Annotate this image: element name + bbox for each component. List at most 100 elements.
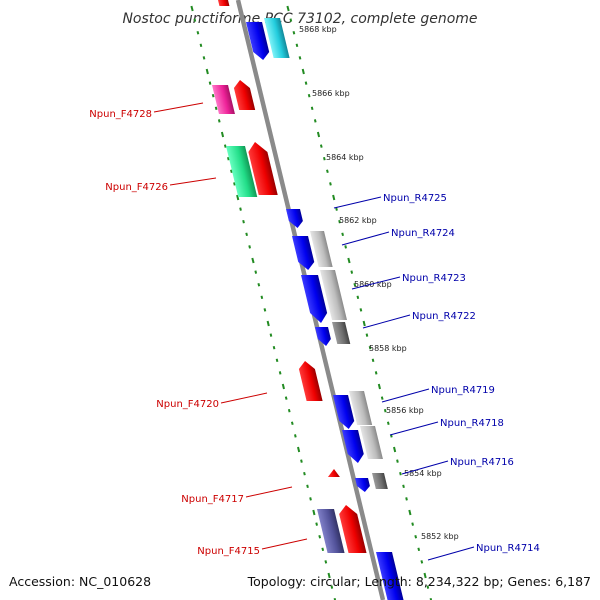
- forward-feature-top[interactable]: [218, 0, 230, 6]
- gene-label-reverse[interactable]: Npun_R4719: [431, 385, 495, 396]
- gene-label-reverse[interactable]: Npun_R4716: [450, 457, 514, 468]
- tick-mark: [251, 257, 255, 264]
- tick-mark: [190, 5, 194, 12]
- tick-mark: [329, 182, 332, 186]
- tick-mark: [377, 383, 381, 390]
- tick-mark: [300, 459, 303, 463]
- tick-mark: [272, 345, 276, 350]
- tick-mark: [306, 484, 309, 489]
- tick-mark: [248, 245, 251, 249]
- forward-feature[interactable]: [297, 361, 323, 401]
- reverse-feature[interactable]: [315, 327, 333, 346]
- tick-mark: [202, 56, 206, 60]
- reverse-feature[interactable]: [355, 478, 371, 492]
- gene-label-forward[interactable]: Npun_F4728: [89, 109, 152, 120]
- tick-mark: [380, 396, 384, 400]
- forward-feature[interactable]: [212, 85, 235, 114]
- tick-mark: [402, 484, 405, 489]
- kbp-marker: 5864 kbp: [326, 153, 364, 162]
- tick-mark: [260, 295, 264, 300]
- kbp-marker: 5856 kbp: [386, 406, 424, 415]
- tick-mark: [321, 547, 325, 552]
- reverse-feature[interactable]: [310, 231, 333, 267]
- reverse-feature[interactable]: [292, 236, 316, 270]
- tick-mark: [359, 308, 363, 312]
- reverse-feature[interactable]: [286, 209, 305, 228]
- gene-label-reverse[interactable]: Npun_R4724: [391, 228, 455, 239]
- tick-mark: [208, 81, 212, 85]
- gene-label-forward[interactable]: Npun_F4720: [156, 399, 219, 410]
- tick-mark: [266, 320, 270, 327]
- tick-mark: [269, 333, 273, 337]
- tick-mark: [257, 282, 261, 287]
- kbp-marker: 5866 kbp: [312, 89, 350, 98]
- reverse-feature[interactable]: [246, 22, 271, 60]
- tick-mark: [365, 333, 369, 337]
- reverse-feature[interactable]: [320, 270, 348, 320]
- tick-mark: [303, 471, 306, 476]
- tick-mark: [309, 497, 312, 501]
- forward-feature[interactable]: [232, 80, 256, 110]
- tick-mark: [290, 421, 294, 426]
- tick-mark: [324, 560, 328, 564]
- tick-mark: [289, 18, 293, 22]
- reverse-feature[interactable]: [372, 473, 388, 489]
- tick-mark: [214, 106, 218, 111]
- tick-mark: [220, 131, 225, 138]
- tick-mark: [287, 408, 291, 413]
- forward-feature[interactable]: [246, 142, 278, 195]
- tick-mark: [295, 43, 299, 48]
- tick-mark: [420, 560, 424, 564]
- tick-mark: [396, 459, 399, 463]
- tick-mark: [245, 232, 248, 237]
- tick-mark: [338, 219, 341, 224]
- tick-mark: [374, 371, 378, 375]
- forward-feature[interactable]: [226, 146, 258, 197]
- tick-mark: [411, 522, 414, 526]
- tick-mark: [313, 119, 317, 123]
- kbp-marker: 5852 kbp: [421, 532, 459, 541]
- tick-mark: [242, 219, 245, 224]
- tick-mark: [227, 156, 230, 161]
- tick-mark: [386, 421, 390, 426]
- tick-mark: [205, 68, 209, 75]
- tick-mark: [284, 396, 288, 400]
- accession-text: Accession: NC_010628: [9, 574, 151, 589]
- tick-mark: [319, 144, 323, 148]
- tick-mark: [393, 446, 397, 453]
- gene-label-reverse[interactable]: Npun_R4718: [440, 418, 504, 429]
- reverse-feature[interactable]: [301, 275, 330, 323]
- tick-mark: [405, 497, 408, 501]
- kbp-marker: 5854 kbp: [404, 469, 442, 478]
- tick-mark: [193, 18, 197, 22]
- reverse-feature[interactable]: [360, 426, 383, 459]
- tick-mark: [399, 471, 402, 476]
- forward-feature[interactable]: [317, 509, 345, 553]
- gene-label-forward[interactable]: Npun_F4717: [181, 494, 244, 505]
- reverse-feature[interactable]: [264, 18, 290, 58]
- gene-label-reverse[interactable]: Npun_R4725: [383, 193, 447, 204]
- tick-mark: [281, 383, 285, 390]
- tick-mark: [297, 446, 301, 453]
- reverse-feature[interactable]: [333, 395, 356, 429]
- reverse-feature[interactable]: [376, 552, 404, 600]
- tick-mark: [414, 534, 418, 539]
- tick-mark: [304, 81, 308, 85]
- forward-feature[interactable]: [326, 469, 340, 477]
- tick-mark: [233, 182, 236, 186]
- tick-mark: [356, 295, 360, 300]
- reverse-feature[interactable]: [332, 322, 351, 344]
- gene-label-reverse[interactable]: Npun_R4723: [402, 273, 466, 284]
- forward-feature[interactable]: [337, 505, 367, 553]
- reverse-feature[interactable]: [349, 391, 373, 425]
- reverse-feature[interactable]: [342, 430, 366, 463]
- tick-mark: [236, 194, 240, 201]
- tick-mark: [217, 119, 221, 123]
- gene-label-forward[interactable]: Npun_F4726: [105, 182, 168, 193]
- gene-label-reverse[interactable]: Npun_R4722: [412, 311, 476, 322]
- gene-label-forward[interactable]: Npun_F4715: [197, 546, 260, 557]
- summary-text: Topology: circular; Length: 8,234,322 bp…: [247, 574, 591, 589]
- tick-mark: [211, 93, 215, 98]
- gene-label-reverse[interactable]: Npun_R4714: [476, 543, 540, 554]
- tick-mark: [408, 509, 412, 516]
